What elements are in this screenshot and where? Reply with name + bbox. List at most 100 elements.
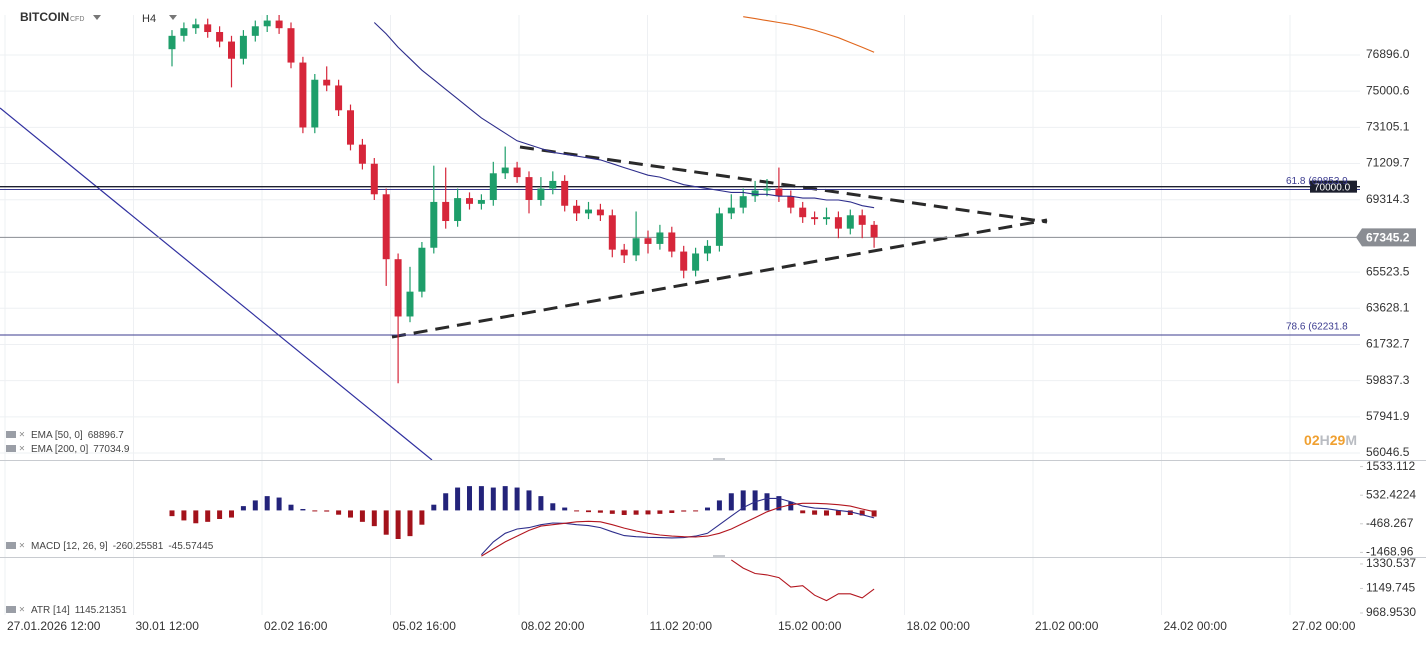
countdown-part: 02: [1304, 432, 1320, 448]
pane-handle[interactable]: [713, 555, 725, 558]
candle-body: [799, 207, 807, 218]
candle-body: [870, 224, 878, 238]
indicator-line: [730, 559, 875, 602]
histogram-bar: [502, 486, 508, 511]
legend-icon: [6, 542, 16, 549]
level-label: 61.8 (69853.9: [1286, 176, 1348, 187]
symbol-dropdown[interactable]: [93, 15, 101, 20]
candle-body: [704, 245, 711, 254]
legend-close: ×: [19, 605, 25, 616]
candle-body: [811, 217, 819, 220]
candle-body: [442, 201, 450, 222]
histogram-bar: [478, 486, 484, 511]
histogram-bar: [764, 493, 770, 511]
candle-body: [228, 41, 235, 59]
histogram-bar: [371, 510, 377, 527]
macd-pane: [169, 486, 877, 557]
histogram-bar: [788, 501, 794, 511]
legend-entry: EMA [200, 0] 77034.9: [31, 444, 130, 455]
candle-body: [299, 62, 307, 128]
candle-body: [632, 238, 640, 256]
indicator-line: [373, 22, 875, 209]
histogram-bar: [205, 510, 211, 522]
candle-body: [537, 188, 545, 201]
candle-body: [561, 180, 569, 206]
price-tag: [1356, 228, 1416, 247]
candle-body: [656, 232, 664, 244]
x-tick-label: 27.02 00:00: [1292, 619, 1356, 633]
candle-body: [596, 209, 604, 216]
y-tick-label: 61732.7: [1366, 337, 1410, 351]
y-tick-label: -468.267: [1366, 516, 1414, 530]
timeframe-dropdown[interactable]: [169, 15, 177, 20]
candle-body: [430, 201, 438, 248]
candle-body: [608, 215, 616, 250]
histogram-bar: [300, 508, 306, 511]
legend-close: ×: [19, 444, 25, 455]
histogram-bar: [193, 510, 199, 524]
triangle-lower[interactable]: [391, 218, 1048, 339]
candle-body: [739, 196, 747, 208]
histogram-bar: [728, 493, 734, 511]
candle-body: [477, 200, 485, 204]
candle-body: [620, 249, 628, 256]
histogram-bar: [514, 487, 520, 511]
candle-body: [335, 85, 343, 111]
price-tag-label: 67345.2: [1366, 231, 1410, 245]
histogram-bar: [621, 510, 627, 515]
candle-body: [489, 173, 497, 201]
histogram-bar: [800, 510, 806, 514]
candle-body: [692, 253, 700, 271]
atr-pane: [730, 559, 875, 602]
drawings: [0, 107, 1048, 460]
histogram-bar: [490, 487, 496, 511]
countdown-part: M: [1345, 432, 1357, 448]
histogram-bar: [859, 510, 865, 516]
legend-entry: ATR [14] 1145.21351: [31, 605, 127, 616]
histogram-bar: [395, 510, 401, 539]
candle-body: [668, 232, 676, 252]
histogram-bar: [693, 510, 699, 512]
legend-name: EMA [50, 0]: [31, 430, 83, 441]
candle-body: [585, 209, 592, 214]
candle-body: [549, 180, 557, 189]
histogram-bar: [217, 510, 223, 519]
histogram-bar: [669, 510, 675, 513]
histogram-bar: [431, 504, 437, 511]
histogram-bar: [348, 510, 353, 518]
candle-body: [513, 167, 521, 178]
legend-name: MACD [12, 26, 9]: [31, 541, 108, 552]
triangle-upper[interactable]: [519, 145, 1048, 224]
y-tick-label: 73105.1: [1366, 120, 1410, 134]
y-tick-label: 59837.3: [1366, 373, 1410, 387]
histogram-bar: [812, 510, 818, 515]
candle-body: [204, 24, 212, 33]
timeframe[interactable]: H4: [142, 13, 156, 25]
trend-line[interactable]: [0, 107, 433, 460]
legend-icon: [6, 606, 16, 613]
candle-body: [239, 35, 247, 59]
level-label: 70000.0: [1314, 182, 1351, 193]
candle-body: [382, 194, 390, 260]
candle-body: [168, 35, 176, 50]
symbol[interactable]: BITCOIN: [20, 10, 69, 24]
histogram-bar: [276, 497, 282, 511]
histogram-bar: [609, 510, 615, 514]
candle-body: [501, 167, 509, 174]
indicator-line: [480, 497, 875, 556]
candle-body: [823, 217, 830, 220]
histogram-bar: [419, 510, 425, 525]
histogram-bar: [467, 486, 472, 511]
candle-body: [680, 251, 688, 271]
candle-body: [846, 215, 854, 229]
countdown-part: 29: [1330, 432, 1346, 448]
pane-handle[interactable]: [713, 458, 725, 461]
legend-value: -260.25581: [113, 541, 164, 552]
countdown: 02H29M: [1304, 432, 1357, 448]
level-tag: [1310, 180, 1357, 193]
y-tick-label: 1149.745: [1366, 581, 1415, 595]
histogram-bar: [562, 507, 568, 511]
candle-body: [370, 163, 378, 195]
candle-body: [573, 205, 581, 214]
y-tick-label: -1468.96: [1366, 545, 1414, 559]
